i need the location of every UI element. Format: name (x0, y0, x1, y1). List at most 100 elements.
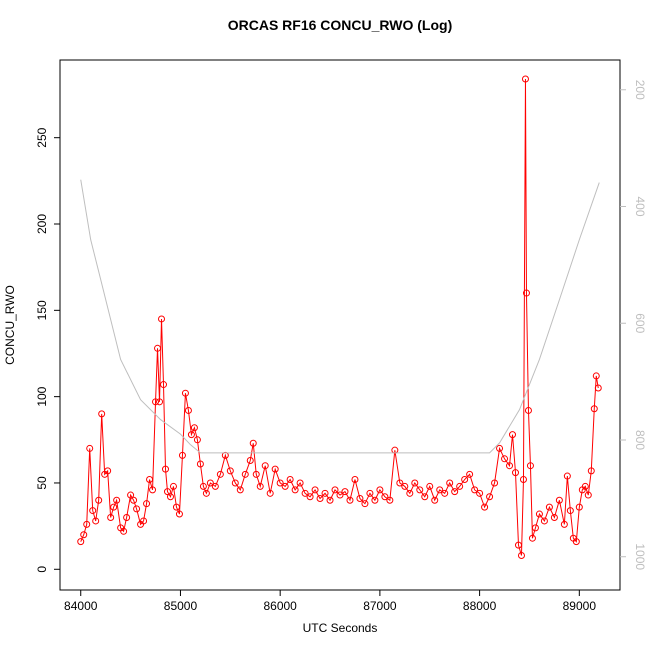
data-point (133, 505, 141, 513)
data-point (526, 462, 534, 470)
data-point (256, 482, 264, 490)
x-tick-label: 86000 (263, 599, 297, 613)
data-point (572, 538, 580, 546)
data-point (522, 289, 530, 297)
data-point (351, 476, 359, 484)
plot-frame (59, 59, 621, 591)
data-point (476, 489, 484, 497)
data-point (266, 489, 274, 497)
data-point (466, 470, 474, 478)
data-point (83, 520, 91, 528)
data-point (396, 479, 404, 487)
data-point (509, 431, 517, 439)
data-point (271, 465, 279, 473)
data-point (190, 424, 198, 432)
y-tick-label: 200 (35, 214, 49, 234)
y-tick-label: 50 (35, 476, 49, 490)
data-point (77, 538, 85, 546)
data-point (594, 384, 602, 392)
data-point (451, 488, 459, 496)
data-point (456, 482, 464, 490)
data-point (291, 486, 299, 494)
data-point (331, 486, 339, 494)
data-point (127, 491, 135, 499)
data-point (231, 479, 239, 487)
data-point (501, 455, 509, 463)
data-point (241, 470, 249, 478)
data-point (506, 462, 514, 470)
data-point (514, 541, 522, 549)
data-point (431, 496, 439, 504)
data-point (172, 503, 180, 511)
data-point (92, 517, 100, 525)
y-tick-label: 0 (35, 566, 49, 573)
data-point (286, 476, 294, 484)
data-point (110, 503, 118, 511)
data-point (199, 482, 207, 490)
data-point (166, 493, 174, 501)
y-axis-label: CONCU_RWO (3, 285, 17, 365)
data-point (140, 517, 148, 525)
data-point (161, 465, 169, 473)
data-point (446, 479, 454, 487)
data-point (441, 489, 449, 497)
y2-tick-label: 800 (633, 430, 647, 450)
data-point (592, 372, 600, 380)
data-point (381, 493, 389, 501)
y2-tick-label: 200 (633, 80, 647, 100)
data-point (206, 479, 214, 487)
data-point (216, 470, 224, 478)
x-tick-label: 84000 (64, 599, 98, 613)
data-point (123, 513, 131, 521)
x-axis-label: UTC Seconds (303, 621, 378, 635)
data-point (104, 467, 112, 475)
x-tick-label: 87000 (363, 599, 397, 613)
data-point (581, 482, 589, 490)
data-point (416, 486, 424, 494)
data-point (560, 520, 568, 528)
data-point (187, 431, 195, 439)
data-point (436, 486, 444, 494)
series-line (80, 179, 600, 454)
data-point (511, 469, 519, 477)
data-point (202, 489, 210, 497)
data-point (158, 315, 166, 323)
y2-tick-label: 1000 (633, 543, 647, 570)
data-point (386, 496, 394, 504)
data-point (184, 406, 192, 414)
data-point (471, 486, 479, 494)
data-point (95, 496, 103, 504)
data-point (566, 507, 574, 515)
data-point (555, 496, 563, 504)
x-tick-label: 85000 (164, 599, 198, 613)
data-point (528, 534, 536, 542)
data-point (193, 436, 201, 444)
data-point (519, 476, 527, 484)
x-tick-label: 88000 (463, 599, 497, 613)
data-point (169, 482, 177, 490)
data-point (98, 410, 106, 418)
x-tick-label: 89000 (563, 599, 597, 613)
data-point (160, 381, 168, 389)
data-point (89, 507, 97, 515)
data-point (80, 531, 88, 539)
data-point (321, 489, 329, 497)
data-point (524, 406, 532, 414)
data-point (371, 496, 379, 504)
y-tick-label: 100 (35, 386, 49, 406)
y2-tick-label: 400 (633, 196, 647, 216)
data-point (181, 389, 189, 397)
data-point (481, 503, 489, 511)
y-tick-label: 150 (35, 300, 49, 320)
data-point (261, 462, 269, 470)
data-point (517, 551, 525, 559)
data-point (366, 489, 374, 497)
data-point (496, 444, 504, 452)
data-point (306, 493, 314, 501)
data-point (406, 489, 414, 497)
y2-tick-label: 600 (633, 313, 647, 333)
data-point (154, 344, 162, 352)
data-point (346, 496, 354, 504)
data-point (531, 524, 539, 532)
data-point (226, 467, 234, 475)
